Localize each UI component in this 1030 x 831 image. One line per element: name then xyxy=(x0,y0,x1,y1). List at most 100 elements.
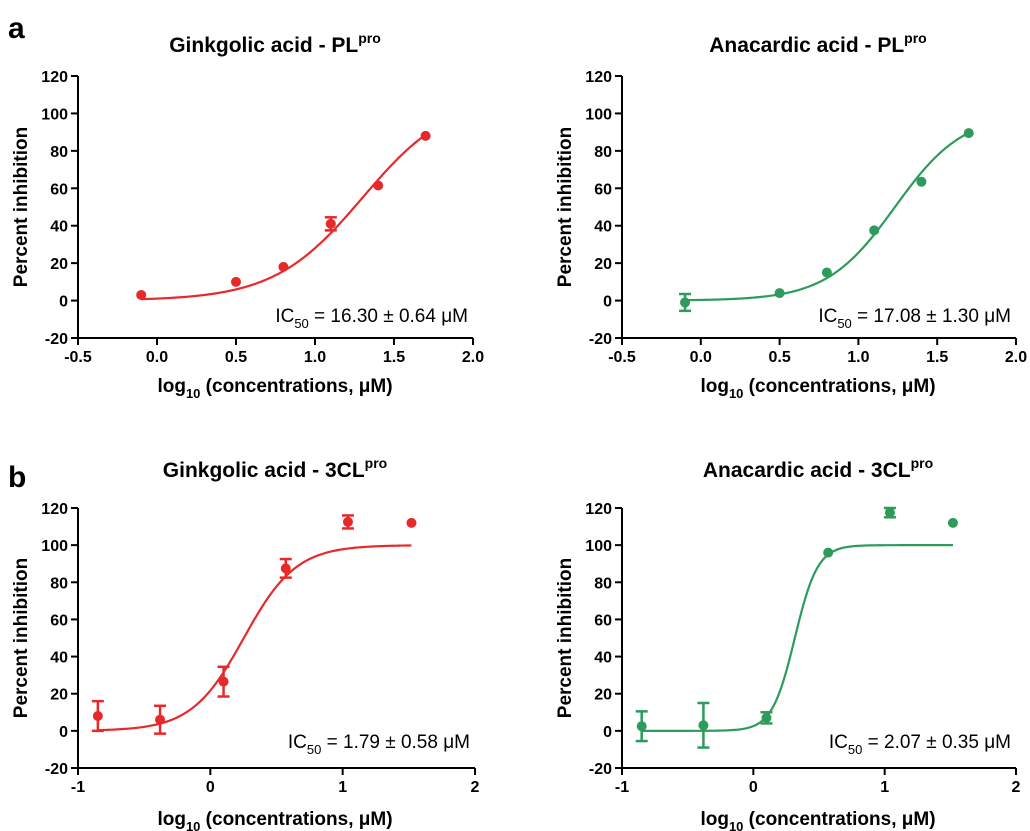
y-axis-label: Percent inhibition xyxy=(11,558,32,718)
x-tick-label: 0.5 xyxy=(768,349,790,366)
y-tick-label: 80 xyxy=(594,575,612,592)
x-tick-label: 2.0 xyxy=(1005,349,1027,366)
data-point xyxy=(963,128,974,139)
x-axis-label-subscript: 10 xyxy=(186,819,200,831)
fit-curve xyxy=(141,133,427,301)
x-axis-label-subscript: 10 xyxy=(729,386,743,401)
chart-title-main: Ginkgolic acid - 3CL xyxy=(163,459,365,482)
y-tick-label: 40 xyxy=(50,650,68,667)
chart-ga-3cl: -20 0 20 40 60 80 100 120 -1 0 1 2 Ginkgolic acid - … xyxy=(11,455,480,831)
ic50-annotation-post: = 1.79 ± 0.58 μM xyxy=(321,732,470,753)
data-point xyxy=(278,261,289,272)
chart-title: Ginkgolic acid - PLpro xyxy=(169,30,381,57)
x-tick-label: -0.5 xyxy=(608,349,636,366)
fit-curve xyxy=(97,544,412,732)
panel-label-b: b xyxy=(8,461,26,494)
data-point xyxy=(280,563,291,574)
x-axis-label: log10 (concentrations, μM) xyxy=(157,809,392,831)
y-tick-label: 40 xyxy=(594,219,612,236)
x-tick-label: 2 xyxy=(471,779,480,796)
chart-aa-3cl: -20 0 20 40 60 80 100 120 -1 0 1 2 Anacardic acid - … xyxy=(555,455,1021,831)
y-tick-label: 80 xyxy=(50,575,68,592)
data-point xyxy=(342,516,353,527)
data-point xyxy=(916,176,927,187)
ic50-annotation-post: = 2.07 ± 0.35 μM xyxy=(862,732,1011,753)
data-point xyxy=(884,507,895,518)
ic50-annotation-subscript: 50 xyxy=(294,316,308,331)
x-tick-label: 2 xyxy=(1012,779,1021,796)
x-tick-label: -1 xyxy=(71,779,85,796)
x-tick-label: 1.5 xyxy=(926,349,948,366)
y-tick-label: 60 xyxy=(594,181,612,198)
data-point xyxy=(698,720,709,731)
chart-title: Anacardic acid - PLpro xyxy=(709,30,926,57)
x-tick-label: 2.0 xyxy=(462,349,484,366)
data-point xyxy=(231,276,241,287)
y-tick-label: 60 xyxy=(50,612,68,629)
ic50-annotation: IC50 = 2.07 ± 0.35 μM xyxy=(829,732,1011,757)
ic50-annotation-post: = 16.30 ± 0.64 μM xyxy=(309,306,468,327)
y-tick-label: 0 xyxy=(603,294,612,311)
y-tick-label: 100 xyxy=(41,106,68,123)
x-axis-label-pre: log xyxy=(700,376,729,397)
y-tick-label: 20 xyxy=(594,687,612,704)
y-tick-label: 120 xyxy=(41,69,68,86)
ic50-annotation-post: = 17.08 ± 1.30 μM xyxy=(852,306,1011,327)
chart-title-main: Ginkgolic acid - PL xyxy=(169,34,358,57)
y-tick-label: 40 xyxy=(594,650,612,667)
data-point xyxy=(92,711,103,721)
chart-title-superscript: pro xyxy=(358,30,381,46)
y-tick-label: 40 xyxy=(50,219,68,236)
chart-title-main: Anacardic acid - 3CL xyxy=(703,459,911,482)
ic50-annotation-pre: IC xyxy=(288,732,307,753)
y-tick-label: 100 xyxy=(585,106,612,123)
y-tick-label: 20 xyxy=(594,256,612,273)
y-tick-label: 100 xyxy=(585,538,612,555)
x-tick-label: 0.0 xyxy=(146,349,168,366)
x-tick-label: -0.5 xyxy=(64,349,92,366)
data-point xyxy=(761,712,772,723)
y-axis-label: Percent inhibition xyxy=(555,558,576,718)
data-point xyxy=(821,267,832,278)
data-point xyxy=(373,180,384,191)
y-tick-label: 0 xyxy=(59,294,68,311)
y-tick-label: 60 xyxy=(50,181,68,198)
y-tick-label: 120 xyxy=(41,501,68,518)
x-axis-label-subscript: 10 xyxy=(729,819,743,831)
x-axis-label: log10 (concentrations, μM) xyxy=(700,809,935,831)
data-point xyxy=(155,714,166,725)
x-tick-label: 0.5 xyxy=(225,349,247,366)
fit-curve xyxy=(641,544,953,732)
data-point xyxy=(680,297,691,308)
y-axis-label: Percent inhibition xyxy=(11,127,32,287)
x-tick-label: 0 xyxy=(749,779,758,796)
chart-ga-pl: -20 0 20 40 60 80 100 120 -0.5 0.0 0.5 1.0 1.5 2.0 Gin… xyxy=(11,30,484,401)
x-axis-label-post: (concentrations, μM) xyxy=(743,809,935,830)
data-point xyxy=(420,130,431,141)
x-axis-label-pre: log xyxy=(700,809,729,830)
y-tick-label: -20 xyxy=(45,331,68,348)
x-tick-label: -1 xyxy=(615,779,629,796)
y-tick-label: 0 xyxy=(59,724,68,741)
y-tick-label: 60 xyxy=(594,612,612,629)
ic50-annotation: IC50 = 1.79 ± 0.58 μM xyxy=(288,732,470,757)
chart-title: Anacardic acid - 3CLpro xyxy=(703,455,933,482)
data-point xyxy=(325,218,336,229)
data-point xyxy=(774,288,785,299)
data-point xyxy=(636,721,647,732)
x-axis-label-post: (concentrations, μM) xyxy=(743,376,935,397)
x-axis-label-post: (concentrations, μM) xyxy=(200,376,392,397)
ic50-annotation-subscript: 50 xyxy=(837,316,851,331)
y-tick-label: -20 xyxy=(589,331,612,348)
x-axis-label: log10 (concentrations, μM) xyxy=(157,376,392,401)
data-point xyxy=(823,547,834,558)
chart-title-superscript: pro xyxy=(904,30,927,46)
x-axis-label-pre: log xyxy=(157,809,186,830)
x-axis-label-subscript: 10 xyxy=(186,386,200,401)
y-tick-label: 80 xyxy=(594,144,612,161)
y-tick-label: 0 xyxy=(603,724,612,741)
y-tick-label: 120 xyxy=(585,501,612,518)
y-tick-label: 80 xyxy=(50,144,68,161)
